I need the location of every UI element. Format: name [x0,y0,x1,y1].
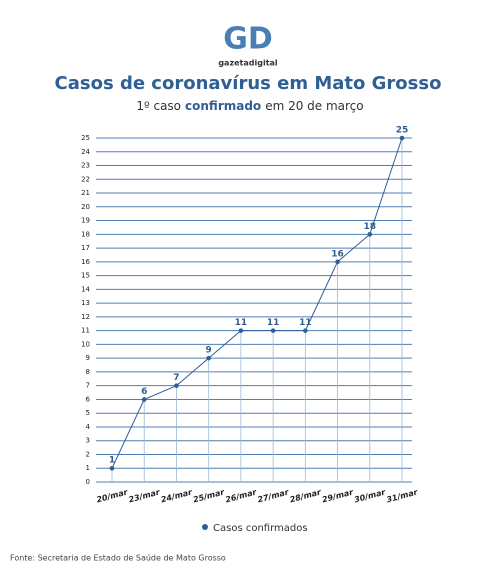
point [270,328,276,333]
data-label: 6 [141,387,147,397]
chart-title: Casos de coronavírus em Mato Grosso [55,73,442,94]
y-tick-label: 8 [86,368,90,376]
y-tick-label: 6 [86,395,91,403]
y-tick-label: 10 [81,340,90,348]
y-tick-label: 1 [86,464,90,472]
subtitle-part: em 20 de março [265,99,364,113]
x-tick-label: 26/mar [224,487,258,504]
subtitle-part: confirmado [185,99,262,113]
y-tick-label: 19 [81,217,90,225]
y-tick-label: 9 [86,354,90,362]
x-tick-label: 25/mar [192,487,226,504]
y-tick-label: 23 [81,162,90,170]
x-tick-label: 20/mar [96,487,130,504]
x-tick-label: 24/mar [160,487,194,504]
y-tick-label: 4 [86,423,91,431]
legend-label: Casos confirmados [213,523,308,534]
point [367,232,373,237]
logo-text: gazetadigital [218,59,278,68]
point [335,259,340,265]
line [111,137,403,469]
point [238,328,244,333]
logo-mark: GD [223,22,273,57]
y-tick-label: 0 [86,478,90,486]
source: Fonte: Secretaria de Estado de Saúde de … [10,554,226,563]
y-tick-label: 2 [86,450,90,458]
x-tick-label: 28/mar [289,487,323,504]
x-tick-label: 31/mar [386,487,420,504]
point [174,383,179,388]
point [109,465,115,471]
data-label: 18 [364,222,377,232]
data-label: 7 [173,373,179,383]
y-tick-label: 11 [81,327,90,335]
y-tick-label: 12 [81,313,90,321]
point [206,355,211,361]
y-tick-label: 14 [81,285,90,293]
y-tick-label: 3 [86,437,90,445]
y-tick-label: 24 [81,148,90,156]
subtitle-part: 1º caso [136,99,182,113]
data-label: 25 [396,126,409,136]
y-tick-label: 16 [81,258,90,266]
y-tick-label: 7 [86,382,90,390]
y-tick-label: 13 [81,299,90,307]
subtitle: 1º caso confirmado em 20 de março [0,99,500,113]
y-tick-label: 21 [81,189,90,197]
legend-marker [202,524,208,530]
y-tick-label: 15 [81,272,90,280]
point [141,397,147,402]
y-tick-label: 5 [86,409,90,417]
y-tick-label: 22 [81,175,90,183]
x-tick-label: 30/mar [353,487,387,504]
data-label: 1 [109,456,115,466]
point [303,328,308,333]
data-label: 16 [331,249,344,259]
data-label: 11 [267,318,280,328]
point [399,135,405,141]
data-label: 9 [206,346,212,356]
x-tick-label: 29/mar [321,487,355,504]
x-tick-label: 27/mar [257,487,291,504]
y-tick-label: 25 [81,134,90,142]
x-tick-label: 23/mar [128,487,162,504]
data-label: 11 [235,318,248,328]
data-label: 11 [299,318,312,328]
y-tick-label: 20 [81,203,90,211]
y-tick-label: 17 [81,244,90,252]
y-tick-label: 18 [81,230,90,238]
